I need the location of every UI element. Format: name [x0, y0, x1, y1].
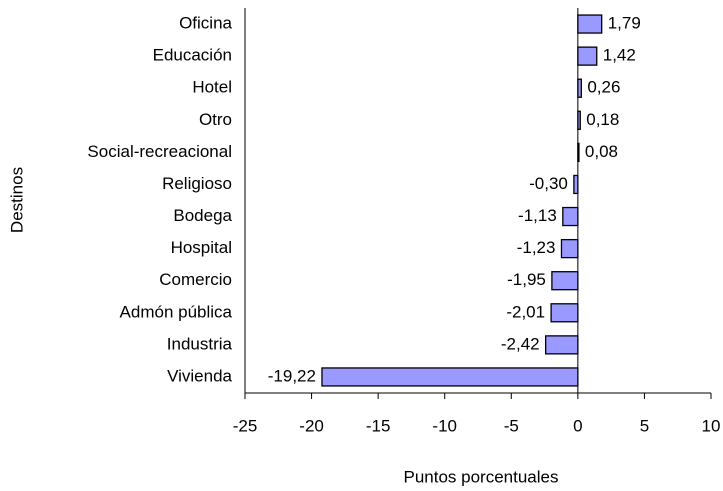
category-label: Oficina	[179, 14, 232, 33]
bar	[560, 238, 579, 259]
value-label: -1,13	[518, 206, 557, 225]
value-label: 1,79	[608, 14, 641, 33]
value-label: -2,01	[506, 302, 545, 321]
bar	[573, 174, 579, 195]
value-label: -2,42	[501, 334, 540, 353]
x-tick-label: -5	[504, 416, 519, 435]
x-tick-label: -25	[233, 416, 258, 435]
category-label: Social-recreacional	[87, 142, 232, 161]
bar	[577, 142, 580, 163]
value-label: 0,18	[586, 110, 619, 129]
value-label: -1,23	[517, 238, 556, 257]
category-label: Otro	[199, 110, 232, 129]
category-label: Comercio	[159, 270, 232, 289]
value-label: -0,30	[529, 174, 568, 193]
category-label: Educación	[153, 46, 232, 65]
category-label: Industria	[167, 334, 233, 353]
x-tick-label: 10	[702, 416, 721, 435]
category-label: Religioso	[162, 174, 232, 193]
value-label: -1,95	[507, 270, 546, 289]
bar	[577, 110, 581, 130]
x-tick-label: -20	[299, 416, 324, 435]
bar	[577, 46, 598, 66]
x-tick-label: 0	[573, 416, 582, 435]
value-label: -19,22	[268, 366, 316, 385]
y-axis-label: Destinos	[7, 167, 26, 233]
bar	[551, 271, 579, 291]
bar	[544, 335, 579, 355]
category-label: Bodega	[173, 206, 232, 225]
bar	[577, 78, 582, 98]
category-label: Admón pública	[120, 302, 233, 321]
category-label: Hotel	[192, 78, 232, 97]
bar	[321, 367, 579, 387]
x-axis-label: Puntos porcentuales	[404, 467, 559, 486]
x-tick-label: 5	[640, 416, 649, 435]
x-tick-label: -15	[366, 416, 391, 435]
x-tick-label: -10	[432, 416, 457, 435]
bar	[550, 303, 579, 323]
value-label: 0,26	[587, 78, 620, 97]
value-label: 1,42	[603, 46, 636, 65]
category-label: Hospital	[171, 238, 232, 257]
category-label: Vivienda	[167, 366, 232, 385]
bar	[577, 14, 603, 34]
bar	[562, 206, 579, 227]
value-label: 0,08	[585, 142, 618, 161]
